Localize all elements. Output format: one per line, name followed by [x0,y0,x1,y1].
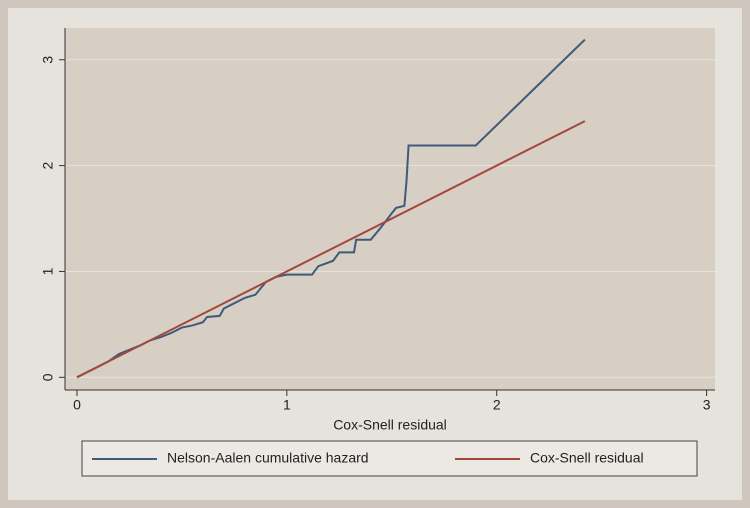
legend-label: Nelson-Aalen cumulative hazard [167,450,369,466]
legend [81,440,698,477]
x-axis-label: Cox-Snell residual [333,417,447,433]
x-tick-label: 2 [493,397,501,413]
y-tick-label: 0 [40,373,56,381]
legend-label: Cox-Snell residual [530,450,644,466]
x-tick-label: 3 [703,397,711,413]
x-tick-label: 0 [73,397,81,413]
y-tick-label: 2 [40,162,56,170]
y-tick-label: 1 [40,267,56,275]
y-tick-label: 3 [40,56,56,64]
x-tick-label: 1 [283,397,291,413]
series-line [76,120,586,379]
